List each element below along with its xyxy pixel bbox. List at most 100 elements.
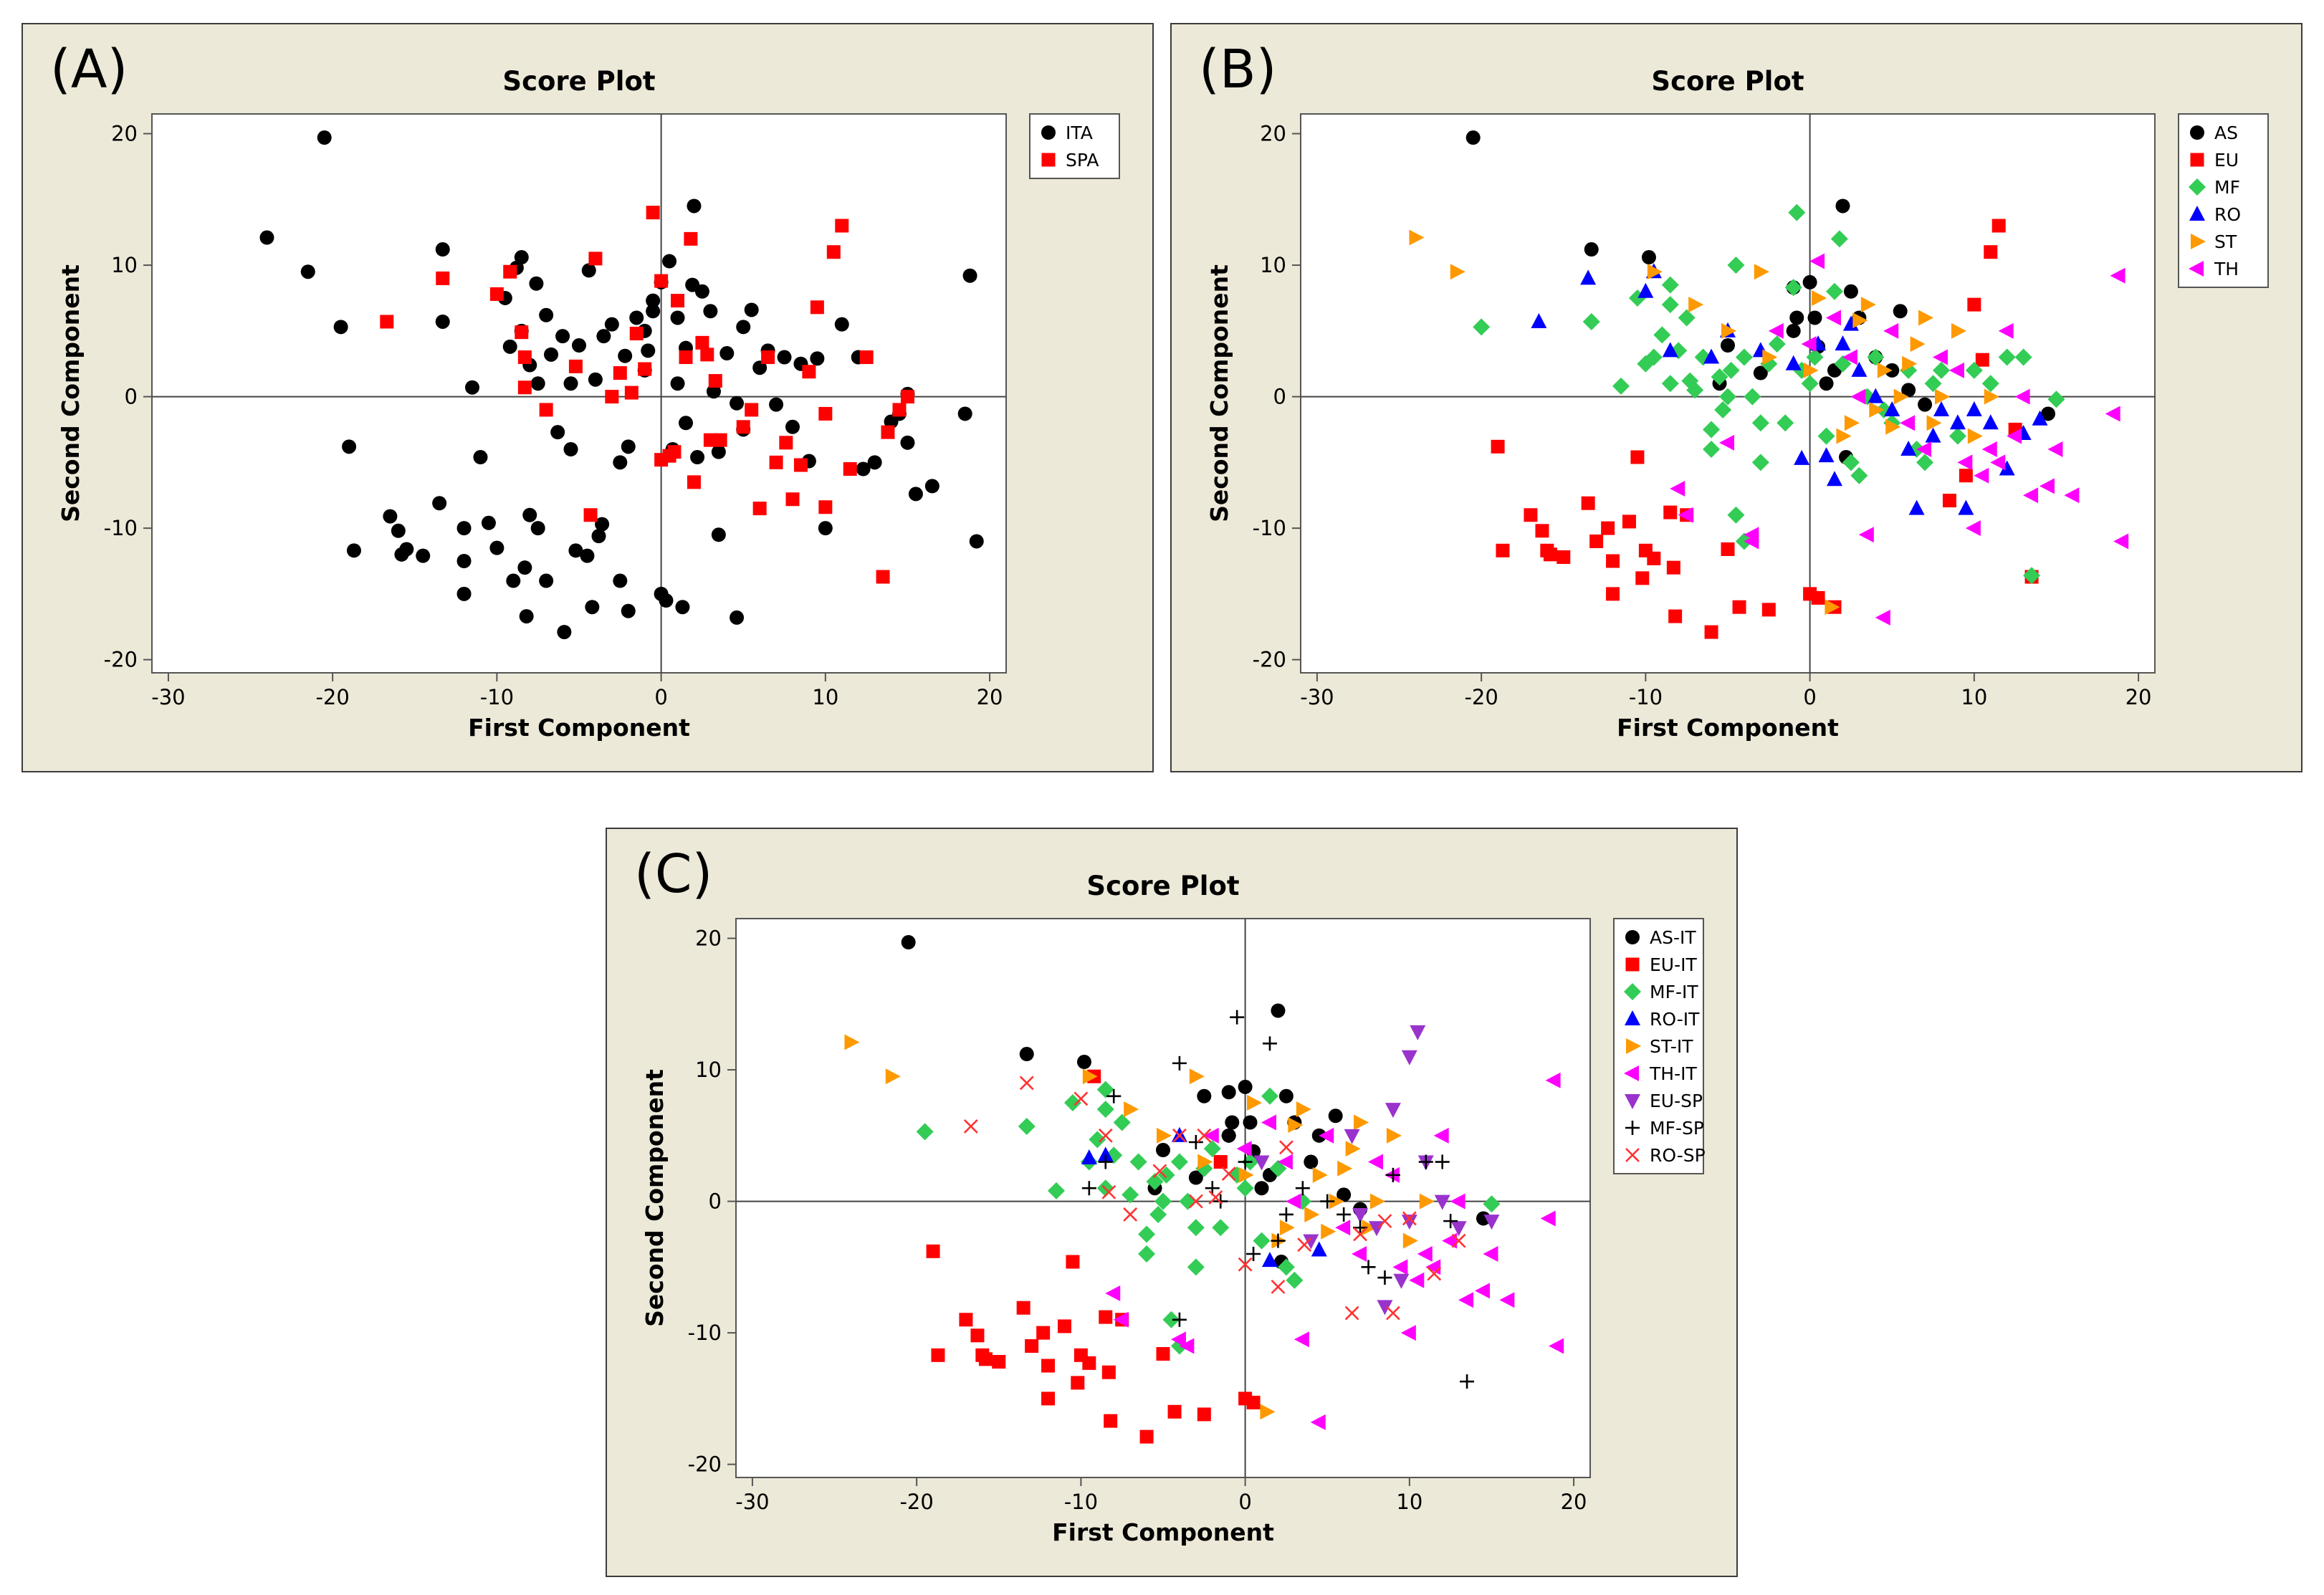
- data-point: [1877, 362, 1893, 378]
- data-point: [1236, 1179, 1254, 1197]
- data-point: [580, 548, 595, 563]
- data-point: [654, 274, 669, 288]
- data-point: [1875, 609, 1890, 626]
- data-point: [2007, 428, 2022, 444]
- data-point: [1203, 1127, 1219, 1144]
- data-point: [1386, 1306, 1400, 1321]
- data-point: [1435, 1154, 1450, 1169]
- data-point: [1352, 1207, 1369, 1223]
- data-point: [1154, 1192, 1172, 1210]
- data-point: [1661, 276, 1679, 294]
- data-point: [1104, 1414, 1118, 1428]
- x-tick-label: 0: [654, 685, 667, 709]
- x-tick-label: -20: [899, 1490, 933, 1514]
- y-tick-label: 10: [111, 253, 138, 277]
- data-point: [1167, 1404, 1182, 1419]
- data-point: [1622, 514, 1636, 529]
- data-point: [752, 502, 767, 516]
- data-point: [1409, 1272, 1425, 1288]
- data-point: [1535, 524, 1549, 538]
- data-point: [1246, 1247, 1261, 1261]
- data-point: [1981, 375, 1999, 393]
- data-point: [1443, 1214, 1458, 1229]
- legend-marker: [2190, 153, 2204, 167]
- data-point: [978, 1352, 993, 1366]
- y-tick-label: -10: [688, 1321, 722, 1345]
- data-point: [1286, 1193, 1301, 1210]
- data-point: [1721, 322, 1736, 339]
- data-point: [557, 625, 572, 640]
- legend-box: [2178, 113, 2269, 288]
- data-point: [1279, 1140, 1293, 1155]
- data-point: [435, 242, 450, 257]
- x-tick-label: -20: [1464, 685, 1498, 709]
- legend-label: RO-IT: [1650, 1009, 1700, 1030]
- data-point: [1991, 219, 2006, 233]
- data-point: [687, 475, 701, 489]
- data-point: [1703, 421, 1721, 439]
- data-point: [1041, 1359, 1056, 1373]
- data-point: [752, 360, 768, 375]
- data-point: [613, 366, 627, 380]
- data-point: [517, 380, 532, 395]
- data-point: [1606, 554, 1620, 568]
- data-point: [595, 517, 610, 532]
- data-point: [1688, 297, 1704, 313]
- data-point: [1048, 1182, 1065, 1199]
- data-point: [1262, 1252, 1278, 1268]
- data-point: [1122, 1186, 1139, 1204]
- data-point: [646, 293, 661, 308]
- legend-label: EU: [2214, 150, 2239, 171]
- data-point: [1278, 1207, 1293, 1222]
- data-point: [1096, 1081, 1114, 1098]
- data-point: [694, 284, 709, 299]
- data-point: [1491, 439, 1505, 454]
- data-point: [1098, 1154, 1113, 1169]
- legend-label: EU-SP: [1650, 1091, 1703, 1111]
- data-point: [1925, 427, 1941, 443]
- data-point: [1344, 1306, 1359, 1321]
- data-point: [1106, 1088, 1122, 1103]
- data-point: [1113, 1311, 1129, 1328]
- data-point: [1754, 264, 1769, 280]
- data-point: [1320, 1194, 1335, 1209]
- data-point: [1630, 450, 1645, 464]
- data-point: [1261, 1114, 1276, 1131]
- data-point: [1450, 1193, 1465, 1210]
- data-point: [1377, 1270, 1392, 1285]
- data-point: [1312, 1167, 1328, 1183]
- data-point: [1670, 342, 1688, 360]
- data-point: [1981, 441, 1997, 457]
- data-point: [1826, 282, 1843, 300]
- data-point: [2014, 388, 2030, 405]
- legend-marker: [1624, 983, 1641, 1000]
- data-point: [761, 350, 775, 365]
- data-point: [618, 348, 633, 363]
- plot-area: [151, 113, 1007, 674]
- data-point: [1066, 1255, 1080, 1269]
- data-point: [1188, 1170, 1203, 1185]
- panel-b: (B) Score Plot -30 -20 -10 0 10 20 -20 -10 0 10 20 F…: [1170, 23, 2303, 772]
- data-point: [745, 403, 759, 417]
- data-point: [1170, 1153, 1188, 1171]
- data-point: [2032, 410, 2048, 426]
- data-point: [465, 380, 479, 395]
- data-point: [555, 329, 570, 344]
- legend-marker: [2190, 125, 2204, 140]
- data-point: [1703, 441, 1721, 458]
- data-point: [2023, 567, 2041, 585]
- data-point: [1221, 1085, 1236, 1100]
- data-point: [959, 1313, 973, 1327]
- data-point: [1101, 1365, 1116, 1379]
- legend-label: RO: [2214, 204, 2241, 225]
- data-point: [793, 458, 808, 472]
- data-point: [522, 507, 537, 522]
- data-point: [1732, 600, 1746, 614]
- data-point: [856, 461, 871, 476]
- data-point: [641, 343, 656, 358]
- data-point: [1647, 264, 1663, 280]
- data-point: [802, 365, 816, 379]
- data-point: [1123, 1207, 1138, 1222]
- data-point: [744, 302, 759, 317]
- data-point: [1269, 1159, 1287, 1177]
